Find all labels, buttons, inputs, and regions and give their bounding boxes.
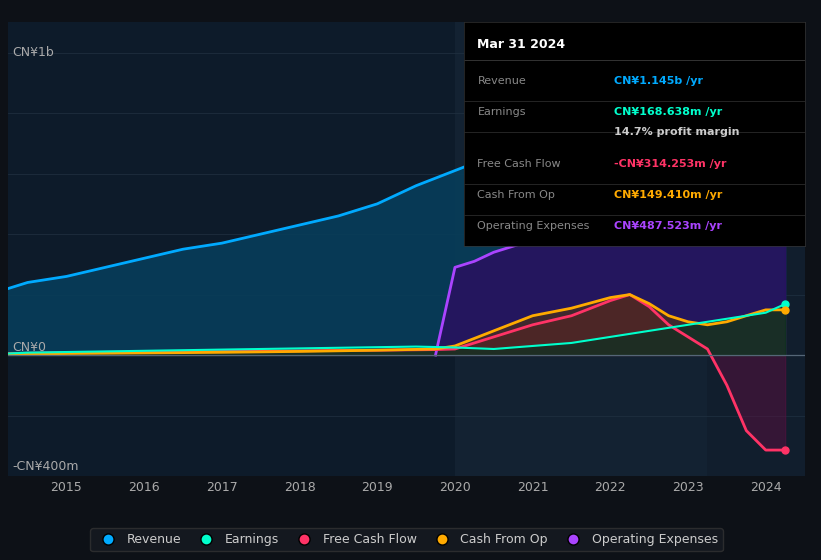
Text: Mar 31 2024: Mar 31 2024 [478,38,566,51]
Text: -CN¥400m: -CN¥400m [12,460,79,473]
Text: CN¥149.410m /yr: CN¥149.410m /yr [614,190,722,200]
Bar [708,22,805,476]
Text: Earnings: Earnings [478,107,526,117]
Text: 14.7% profit margin: 14.7% profit margin [614,127,739,137]
Bar [455,22,708,476]
Text: CN¥1.145b /yr: CN¥1.145b /yr [614,76,703,86]
Text: Cash From Op: Cash From Op [478,190,555,200]
Text: Operating Expenses: Operating Expenses [478,221,589,231]
Text: CN¥1b: CN¥1b [12,46,54,59]
Text: Revenue: Revenue [478,76,526,86]
Text: CN¥168.638m /yr: CN¥168.638m /yr [614,107,722,117]
Legend: Revenue, Earnings, Free Cash Flow, Cash From Op, Operating Expenses: Revenue, Earnings, Free Cash Flow, Cash … [90,529,722,552]
Text: CN¥0: CN¥0 [12,340,46,353]
Text: CN¥487.523m /yr: CN¥487.523m /yr [614,221,722,231]
Text: -CN¥314.253m /yr: -CN¥314.253m /yr [614,158,727,169]
Text: Free Cash Flow: Free Cash Flow [478,158,561,169]
